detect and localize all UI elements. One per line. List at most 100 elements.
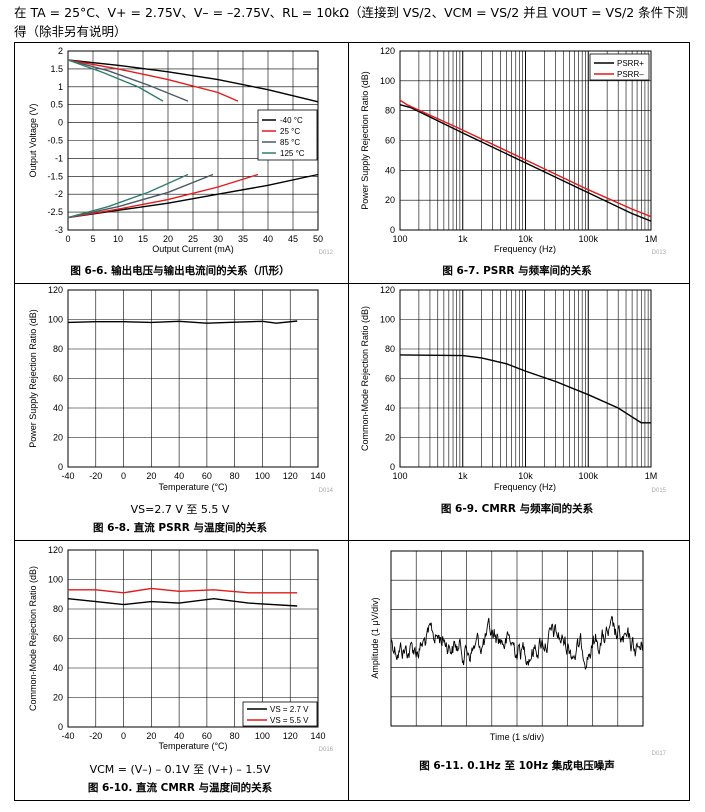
chart-cmrr-vs-frequency: 100 1k 10k 100k 1M 0 20 40 60 80 100 120 Frequency (…	[360, 285, 667, 494]
x-axis-label: Temperature (°C)	[158, 482, 227, 492]
y-tick-label: -1.5	[47, 171, 63, 181]
x-tick-label: 0	[121, 731, 126, 741]
x-tick-label: 1M	[645, 471, 658, 481]
plot-frame	[390, 550, 644, 727]
series-line	[67, 173, 319, 219]
series-line	[399, 104, 652, 222]
legend: VS = 2.7 V VS = 5.5 V	[242, 701, 318, 727]
fig6-11-caption: 图 6-11. 0.1Hz 至 10Hz 集成电压噪声	[419, 759, 615, 772]
x-tick-label: 140	[310, 731, 325, 741]
y-tick-label: 20	[385, 195, 395, 205]
plot-frame	[399, 289, 652, 468]
y-tick-label: 40	[53, 403, 63, 413]
figure-code: D014	[319, 488, 334, 494]
y-tick-label: -2.5	[47, 207, 63, 217]
x-tick-label: 40	[174, 471, 184, 481]
x-tick-label: 10k	[518, 234, 533, 244]
x-tick-label: -40	[61, 471, 74, 481]
legend-label: -40 °C	[280, 116, 303, 125]
x-tick-label: 1k	[458, 234, 468, 244]
x-tick-label: 20	[146, 731, 156, 741]
y-axis-label: Power Supply Rejection Ratio (dB)	[360, 71, 370, 210]
y-tick-label: 80	[385, 106, 395, 116]
x-tick-label: 60	[202, 731, 212, 741]
x-tick-label: 15	[138, 234, 148, 244]
series-line	[67, 173, 189, 219]
x-tick-label: 40	[174, 731, 184, 741]
fig6-6-caption: 图 6-6. 输出电压与输出电流间的关系（爪形）	[70, 264, 289, 277]
legend-label: 125 °C	[280, 149, 305, 158]
y-tick-label: 120	[48, 545, 63, 555]
y-tick-label: 0.5	[50, 100, 63, 110]
y-tick-label: 0	[390, 225, 395, 235]
y-tick-label: 0	[58, 462, 63, 472]
x-tick-label: -20	[89, 471, 102, 481]
y-tick-label: 100	[48, 315, 63, 325]
x-tick-label: 50	[313, 234, 323, 244]
y-tick-label: -0.5	[47, 136, 63, 146]
y-axis-label: Power Supply Rejection Ratio (dB)	[28, 309, 38, 448]
figure-grid-divider-row2	[14, 540, 690, 541]
x-axis-label: Frequency (Hz)	[494, 244, 556, 254]
y-tick-label: 60	[385, 374, 395, 384]
y-tick-label: 80	[385, 344, 395, 354]
series-line	[67, 173, 214, 219]
x-tick-label: -20	[89, 731, 102, 741]
x-tick-label: 0	[121, 471, 126, 481]
fig6-7-caption: 图 6-7. PSRR 与频率间的关系	[442, 264, 592, 277]
y-tick-label: 100	[48, 575, 63, 585]
plot-frame	[67, 50, 319, 231]
y-tick-label: 60	[53, 374, 63, 384]
x-tick-label: 100	[255, 471, 270, 481]
series-line	[67, 597, 298, 607]
y-axis-label: Amplitude (1 μV/div)	[370, 597, 380, 678]
series-line	[68, 587, 298, 594]
x-tick-label: 1k	[458, 471, 468, 481]
y-axis-label: Common-Mode Rejection Ratio (dB)	[28, 566, 38, 711]
x-tick-label: 1M	[645, 234, 658, 244]
legend-label: 85 °C	[280, 138, 300, 147]
y-tick-label: 40	[53, 663, 63, 673]
fig6-8-caption: 图 6-8. 直流 PSRR 与温度间的关系	[93, 521, 268, 534]
x-tick-label: 40	[263, 234, 273, 244]
series-line	[67, 59, 239, 102]
x-tick-label: 30	[213, 234, 223, 244]
y-tick-label: 80	[53, 344, 63, 354]
plot-frame	[67, 549, 319, 728]
y-tick-label: 1.5	[50, 64, 63, 74]
chart-output-voltage-vs-current: 0 5 10 15 20 25 30 35 40 45 50 -3 -2.5 -2 -1.5 -1 -0.5 0 0…	[28, 46, 334, 256]
figure-grid-divider-row1	[14, 283, 690, 284]
x-tick-label: 100	[392, 234, 407, 244]
x-tick-label: 10k	[518, 471, 533, 481]
x-tick-label: 80	[230, 471, 240, 481]
series-line	[399, 99, 652, 218]
series-line	[67, 59, 164, 102]
x-tick-label: -40	[61, 731, 74, 741]
plot-frame	[67, 289, 319, 468]
y-tick-label: -3	[55, 225, 63, 235]
x-tick-label: 120	[283, 471, 298, 481]
x-axis-label: Temperature (°C)	[158, 741, 227, 751]
chart-dc-cmrr-vs-temperature: -40 -20 0 20 40 60 80 100 120 140 0 20 40 60 80 100 120 T…	[28, 545, 334, 753]
figure-code: D016	[319, 747, 334, 753]
y-tick-label: 20	[53, 693, 63, 703]
x-tick-label: 5	[90, 234, 95, 244]
x-tick-label: 25	[188, 234, 198, 244]
series-line	[67, 59, 319, 103]
legend-box	[589, 53, 650, 81]
fig6-9-caption: 图 6-9. CMRR 与频率间的关系	[441, 502, 594, 515]
legend: -40 °C 25 °C 85 °C 125 °C	[257, 109, 318, 161]
series-line	[67, 173, 259, 219]
y-tick-label: 80	[53, 604, 63, 614]
y-axis-label: Output Voltage (V)	[28, 103, 38, 177]
legend-label: PSRR–	[617, 70, 644, 79]
plot-frame	[399, 50, 652, 231]
noise-trace	[390, 615, 643, 670]
x-axis-label: Time (1 s/div)	[490, 732, 544, 742]
x-tick-label: 100k	[578, 234, 598, 244]
chart-dc-psrr-vs-temperature: -40 -20 0 20 40 60 80 100 120 140 0 20 40 60 80 100 120 T…	[28, 285, 334, 494]
y-axis-label: Common-Mode Rejection Ratio (dB)	[360, 306, 370, 451]
x-tick-label: 20	[146, 471, 156, 481]
y-tick-label: 0	[58, 722, 63, 732]
legend-label: PSRR+	[617, 59, 644, 68]
